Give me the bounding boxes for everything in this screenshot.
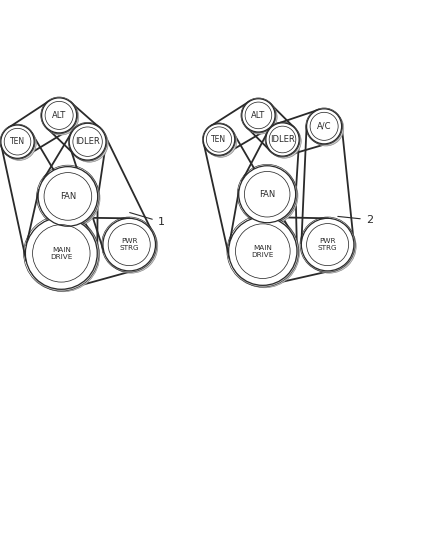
Circle shape [301, 219, 354, 271]
Text: FAN: FAN [259, 190, 276, 199]
Circle shape [103, 219, 155, 271]
Circle shape [267, 124, 301, 158]
Circle shape [203, 124, 235, 155]
Circle shape [230, 218, 300, 288]
Circle shape [25, 217, 97, 289]
Text: PWR
STRG: PWR STRG [120, 238, 139, 251]
Circle shape [205, 125, 237, 157]
Text: IDLER: IDLER [270, 135, 295, 144]
Text: A/C: A/C [317, 122, 332, 131]
Circle shape [229, 217, 297, 285]
Text: MAIN
DRIVE: MAIN DRIVE [251, 245, 274, 257]
Text: ALT: ALT [52, 111, 66, 120]
Text: 2: 2 [338, 215, 373, 225]
Circle shape [242, 99, 275, 132]
Circle shape [43, 99, 79, 135]
Text: TEN: TEN [10, 137, 25, 146]
Circle shape [266, 123, 299, 156]
Circle shape [1, 125, 34, 158]
Text: IDLER: IDLER [75, 137, 100, 146]
Text: ALT: ALT [251, 111, 265, 120]
Text: FAN: FAN [60, 192, 76, 201]
Text: 1: 1 [130, 213, 165, 227]
Circle shape [42, 98, 77, 133]
Circle shape [243, 100, 277, 134]
Circle shape [239, 166, 296, 223]
Text: TEN: TEN [212, 135, 226, 144]
Text: PWR
STRG: PWR STRG [318, 238, 337, 251]
Circle shape [26, 219, 100, 292]
Circle shape [38, 167, 98, 226]
Text: MAIN
DRIVE: MAIN DRIVE [50, 247, 73, 260]
Circle shape [308, 110, 344, 146]
Circle shape [240, 167, 298, 225]
Circle shape [303, 220, 356, 273]
Circle shape [39, 168, 100, 229]
Circle shape [307, 109, 342, 144]
Circle shape [69, 123, 106, 160]
Circle shape [2, 126, 36, 160]
Circle shape [71, 125, 108, 162]
Circle shape [104, 220, 158, 273]
